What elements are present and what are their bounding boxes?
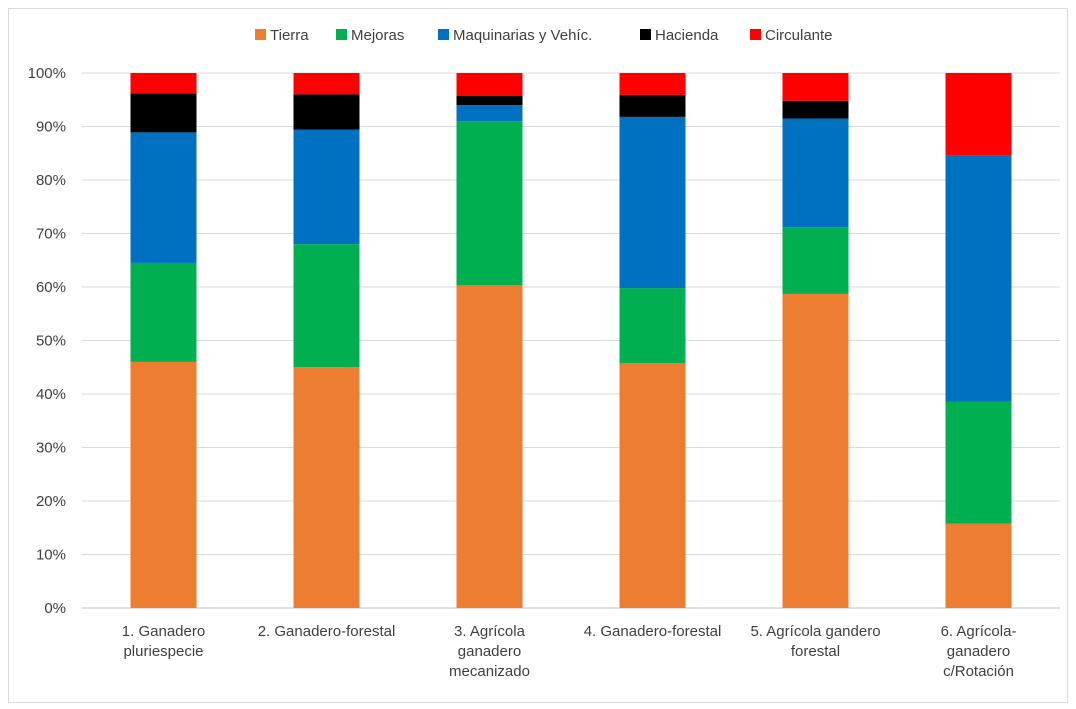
axes: 0% 10% 20% 30% 40% 50% 60% 70% 80% 90% 100% 1. Gana…: [28, 65, 1017, 680]
x-tick-label-line: forestal: [791, 643, 840, 660]
bar-segment: [293, 244, 360, 368]
legend-label: Maquinarias y Vehíc.: [453, 27, 592, 44]
x-tick-label-line: 2. Ganadero-forestal: [258, 623, 396, 640]
bar-segment: [619, 94, 686, 117]
x-tick-label-line: 6. Agrícola-: [941, 623, 1017, 640]
legend-label: Circulante: [765, 27, 833, 44]
legend-label: Tierra: [270, 27, 309, 44]
y-tick-label: 30%: [36, 440, 66, 457]
y-tick-label: 90%: [36, 119, 66, 136]
bar-segment: [456, 105, 523, 122]
x-tick-label-line: 5. Agrícola gandero: [750, 623, 880, 640]
bar-segment: [130, 93, 197, 133]
y-tick-label: 70%: [36, 226, 66, 243]
y-tick-label: 80%: [36, 172, 66, 189]
bar-segment: [782, 73, 849, 101]
bar-segment: [782, 293, 849, 608]
x-tick-label: 6. Agrícola-ganadero c/Rotación: [941, 623, 1017, 680]
bar-segment: [293, 73, 360, 95]
bar-segment: [130, 132, 197, 263]
legend-label: Mejoras: [351, 27, 404, 44]
gridlines: [82, 72, 1060, 609]
bars: [130, 73, 1012, 608]
legend-swatch: [255, 29, 266, 40]
x-tick-label-line: c/Rotación: [943, 663, 1014, 680]
bar-segment: [945, 523, 1012, 608]
bar-segment: [945, 73, 1012, 156]
x-tick-label: 2. Ganadero-forestal: [258, 623, 396, 640]
bar-segment: [619, 73, 686, 95]
bar-segment: [619, 116, 686, 289]
y-tick-label: 0%: [44, 600, 66, 617]
bar-segment: [130, 73, 197, 94]
bar-segment: [782, 227, 849, 294]
x-tick-label-line: mecanizado: [449, 663, 530, 680]
x-tick-label-line: ganadero: [947, 643, 1010, 660]
bar-segment: [619, 288, 686, 363]
x-tick-label-line: 3. Agrícola: [454, 623, 526, 640]
bar-segment: [782, 100, 849, 119]
y-tick-label: 100%: [28, 65, 66, 82]
y-tick-label: 20%: [36, 493, 66, 510]
bar-segment: [293, 129, 360, 245]
x-tick-label-line: 4. Ganadero-forestal: [584, 623, 722, 640]
legend-swatch: [750, 29, 761, 40]
bar-segment: [130, 262, 197, 362]
legend-swatch: [438, 29, 449, 40]
legend-label: Hacienda: [655, 27, 719, 44]
bar-segment: [456, 285, 523, 608]
x-tick-label: 1. Ganadero pluriespecie: [122, 623, 205, 660]
bar-segment: [456, 121, 523, 286]
x-tick-label-line: 1. Ganadero: [122, 623, 205, 640]
x-tick-label: 5. Agrícola gandero forestal: [750, 623, 880, 660]
legend-swatch: [640, 29, 651, 40]
bar-segment: [945, 155, 1012, 402]
x-tick-label-line: pluriespecie: [123, 643, 203, 660]
bar-segment: [293, 367, 360, 608]
legend-swatch: [336, 29, 347, 40]
bar-segment: [619, 362, 686, 608]
y-tick-label: 50%: [36, 333, 66, 350]
bar-segment: [945, 401, 1012, 524]
bar-segment: [782, 118, 849, 228]
y-tick-label: 40%: [36, 386, 66, 403]
bar-segment: [456, 73, 523, 97]
x-tick-label-line: ganadero: [458, 643, 521, 660]
y-tick-label: 60%: [36, 279, 66, 296]
bar-segment: [130, 361, 197, 608]
x-tick-label: 4. Ganadero-forestal: [584, 623, 722, 640]
legend: Tierra Mejoras Maquinarias y Vehíc. Haciend…: [255, 27, 833, 44]
bar-segment: [456, 96, 523, 106]
y-tick-label: 10%: [36, 547, 66, 564]
x-tick-label: 3. Agrícola ganadero mecanizado: [449, 623, 530, 680]
bar-segment: [293, 94, 360, 130]
